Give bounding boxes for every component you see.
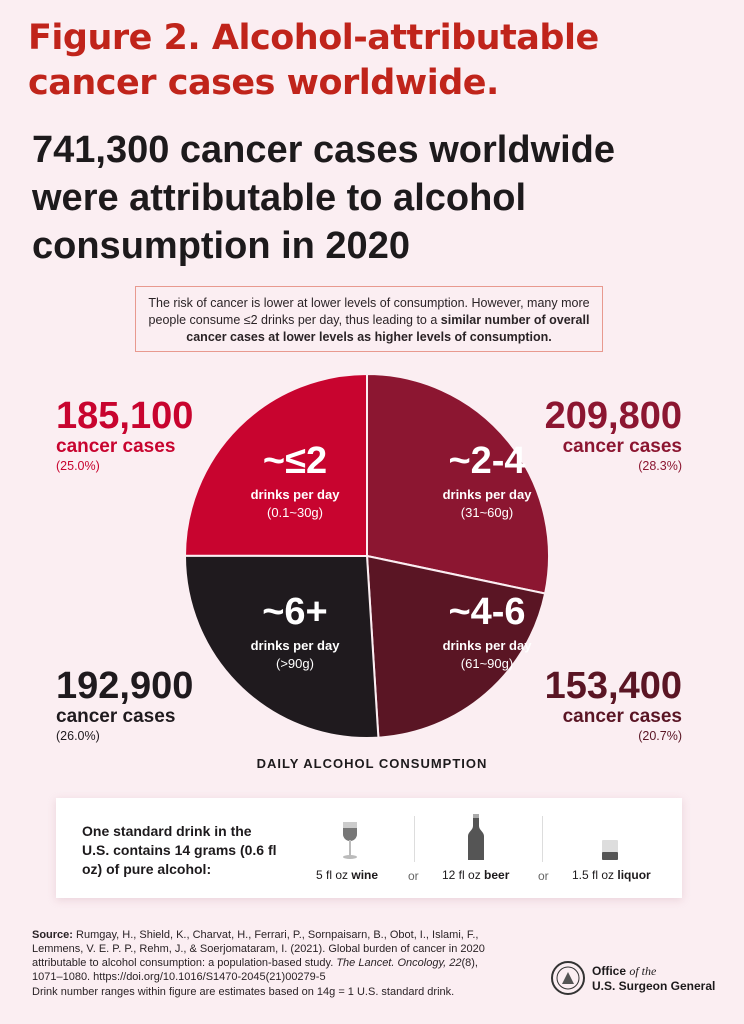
liquor-label: 1.5 fl oz liquor — [572, 868, 651, 882]
pie-slice-1 — [365, 554, 547, 739]
grams: (0.1~30g) — [266, 505, 323, 520]
wine-label: 5 fl oz wine — [316, 868, 378, 882]
value-label-6plus: 192,900 cancer cases (26.0%) — [56, 666, 193, 744]
amount: 12 fl oz — [442, 868, 485, 882]
slice-label-6plus: ~6+ drinks per day (>90g) — [225, 591, 365, 672]
note-bold: similar number of overall cancer cases a… — [186, 313, 590, 344]
percent: (20.7%) — [638, 729, 682, 743]
source-doi: (8), 1071–1080. https://doi.org/10.1016/… — [32, 957, 478, 983]
percent: (25.0%) — [56, 459, 100, 473]
unit: cancer cases — [562, 436, 682, 457]
note-text: The risk of cancer is lower at lower lev… — [148, 296, 590, 327]
liquor-glass-icon — [602, 840, 618, 860]
sub: drinks per day — [442, 487, 532, 502]
or-text: or — [408, 869, 419, 883]
source-citation: Source: Rumgay, H., Shield, K., Charvat,… — [32, 928, 502, 984]
source-label: Source: — [32, 929, 73, 941]
sub: drinks per day — [250, 638, 340, 653]
journal: The Lancet. Oncology, 22 — [336, 957, 462, 969]
range: ~2-4 — [448, 440, 526, 482]
slice-label-2-4: ~2-4 drinks per day (31~60g) — [417, 440, 557, 521]
slice-label-4-6: ~4-6 drinks per day (61~90g) — [417, 591, 557, 672]
logo-line2: U.S. Surgeon General — [592, 979, 716, 993]
wine-glass-icon — [343, 822, 357, 859]
value: 209,800 — [544, 395, 682, 437]
surgeon-general-logo-text: Office of the U.S. Surgeon General — [592, 964, 715, 994]
footnote: Drink number ranges within figure are es… — [32, 986, 455, 998]
source-text: Rumgay, H., Shield, K., Charvat, H., Fer… — [32, 929, 485, 969]
beer-bottle-icon — [468, 814, 484, 860]
sub: drinks per day — [250, 487, 340, 502]
standard-drink-box: One standard drink in the U.S. contains … — [56, 798, 682, 898]
headline: 741,300 cancer cases worldwide were attr… — [32, 129, 616, 267]
surgeon-general-seal-icon — [551, 961, 585, 995]
value: 185,100 — [56, 395, 194, 437]
value: 192,900 — [56, 665, 194, 707]
name: liquor — [617, 868, 651, 882]
logo-of-the: of the — [629, 964, 657, 978]
pie-slice-3 — [183, 372, 368, 558]
value: 153,400 — [544, 665, 682, 707]
value-label-2-4: 209,800 cancer cases (28.3%) — [545, 396, 682, 474]
axis-title: DAILY ALCOHOL CONSUMPTION — [256, 756, 488, 771]
percent: (26.0%) — [56, 729, 100, 743]
range: ~≤2 — [262, 440, 328, 482]
slice-label-le2: ~≤2 drinks per day (0.1~30g) — [225, 440, 365, 521]
beer-label: 12 fl oz beer — [442, 868, 509, 882]
pie-slice-2 — [183, 554, 380, 739]
standard-drink-text: One standard drink in the U.S. contains … — [82, 823, 277, 877]
amount: 5 fl oz — [316, 868, 352, 882]
unit: cancer cases — [56, 436, 176, 457]
range: ~6+ — [262, 591, 328, 633]
pie-slice-0 — [366, 372, 550, 595]
value-label-4-6: 153,400 cancer cases (20.7%) — [545, 666, 682, 744]
note-box: The risk of cancer is lower at lower lev… — [135, 286, 603, 352]
name: wine — [351, 868, 379, 882]
grams: (>90g) — [276, 656, 314, 671]
range: ~4-6 — [448, 591, 526, 633]
name: beer — [484, 868, 510, 882]
unit: cancer cases — [56, 706, 176, 727]
or-text: or — [538, 869, 549, 883]
grams: (31~60g) — [460, 505, 514, 520]
sub: drinks per day — [442, 638, 532, 653]
figure-title: Figure 2. Alcohol-attributable cancer ca… — [28, 18, 599, 103]
amount: 1.5 fl oz — [572, 868, 618, 882]
value-label-le2: 185,100 cancer cases (25.0%) — [56, 396, 193, 474]
grams: (61~90g) — [460, 656, 514, 671]
percent: (28.3%) — [638, 459, 682, 473]
unit: cancer cases — [562, 706, 682, 727]
logo-office: Office — [592, 964, 630, 978]
